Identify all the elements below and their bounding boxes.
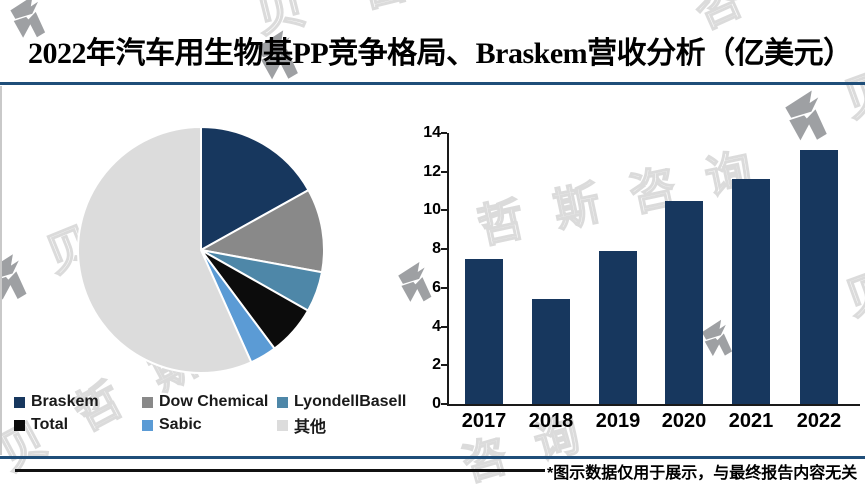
bar-chart: 0 2 4 6 8 10 12 14 2017 2018 2019 2020 2021 2022 xyxy=(415,124,863,437)
pie-slice-braskem xyxy=(200,126,310,251)
y-axis-label: 6 xyxy=(432,278,441,296)
y-axis-label: 0 xyxy=(432,395,441,412)
legend-label: Sabic xyxy=(159,416,202,433)
legend-swatch xyxy=(14,419,25,431)
x-axis-line xyxy=(447,404,860,406)
y-axis-line xyxy=(447,133,449,406)
y-axis-tick xyxy=(441,403,447,405)
y-axis-label: 8 xyxy=(432,240,441,258)
pie-chart xyxy=(76,125,326,375)
y-axis-tick xyxy=(441,325,447,328)
legend-item-其他: 其他 xyxy=(277,415,327,436)
x-axis-label-2021: 2021 xyxy=(728,410,774,432)
watermark-text: 贝 xyxy=(836,63,865,128)
y-axis-label: 10 xyxy=(423,201,441,219)
y-axis-label: 12 xyxy=(423,162,441,180)
bar-2020 xyxy=(665,200,703,404)
legend-label: Braskem xyxy=(31,393,99,410)
pie-slice-其他 xyxy=(77,126,253,374)
x-axis-label-2018: 2018 xyxy=(528,410,574,432)
legend-label: 其他 xyxy=(294,419,327,436)
bar-2021 xyxy=(732,179,770,404)
left-edge-line xyxy=(0,86,2,455)
y-axis-tick xyxy=(441,132,447,134)
footnote: *图示数据仅用于展示，与最终报告内容无关 xyxy=(547,465,858,482)
x-axis-label-2020: 2020 xyxy=(661,410,707,432)
y-axis-label: 14 xyxy=(423,124,441,141)
bar-2018 xyxy=(532,299,570,404)
y-axis-tick xyxy=(441,286,447,289)
legend-item-total: Total xyxy=(14,415,68,435)
legend-item-dow-chemical: Dow Chemical xyxy=(142,392,268,412)
bar-2017 xyxy=(465,258,503,404)
y-axis-tick xyxy=(441,170,447,173)
y-axis-label: 4 xyxy=(432,317,441,335)
y-axis-tick xyxy=(441,209,447,212)
legend-swatch xyxy=(277,419,288,431)
brand-logo-icon xyxy=(0,249,37,305)
legend-item-lyondellbasell: LyondellBasell xyxy=(277,392,406,412)
x-axis-label-2022: 2022 xyxy=(796,410,842,432)
legend-swatch xyxy=(277,396,288,408)
bar-2022 xyxy=(800,150,838,404)
bar-2019 xyxy=(599,251,637,404)
legend-item-sabic: Sabic xyxy=(142,415,202,435)
header-rule xyxy=(0,82,865,85)
footer-rule xyxy=(0,456,865,459)
legend-label: Dow Chemical xyxy=(159,393,269,410)
y-axis-tick xyxy=(441,248,447,251)
footer-divider-line xyxy=(15,469,545,472)
pie-legend: Braskem Dow Chemical LyondellBasell Total Sa… xyxy=(14,392,414,438)
x-axis-label-2017: 2017 xyxy=(461,410,507,432)
legend-swatch xyxy=(14,396,25,408)
legend-swatch xyxy=(142,419,153,431)
x-axis-label-2019: 2019 xyxy=(595,410,641,432)
legend-label: Total xyxy=(31,416,69,433)
y-axis-tick xyxy=(441,364,447,367)
legend-swatch xyxy=(142,396,153,408)
y-axis-label: 2 xyxy=(432,356,441,374)
legend-label: LyondellBasell xyxy=(294,393,407,410)
pie-chart-svg xyxy=(77,126,325,374)
pie-slice-dow-chemical xyxy=(200,189,325,274)
page-title: 2022年汽车用生物基PP竞争格局、Braskem营收分析（亿美元） xyxy=(28,37,853,70)
legend-item-braskem: Braskem xyxy=(14,392,99,412)
